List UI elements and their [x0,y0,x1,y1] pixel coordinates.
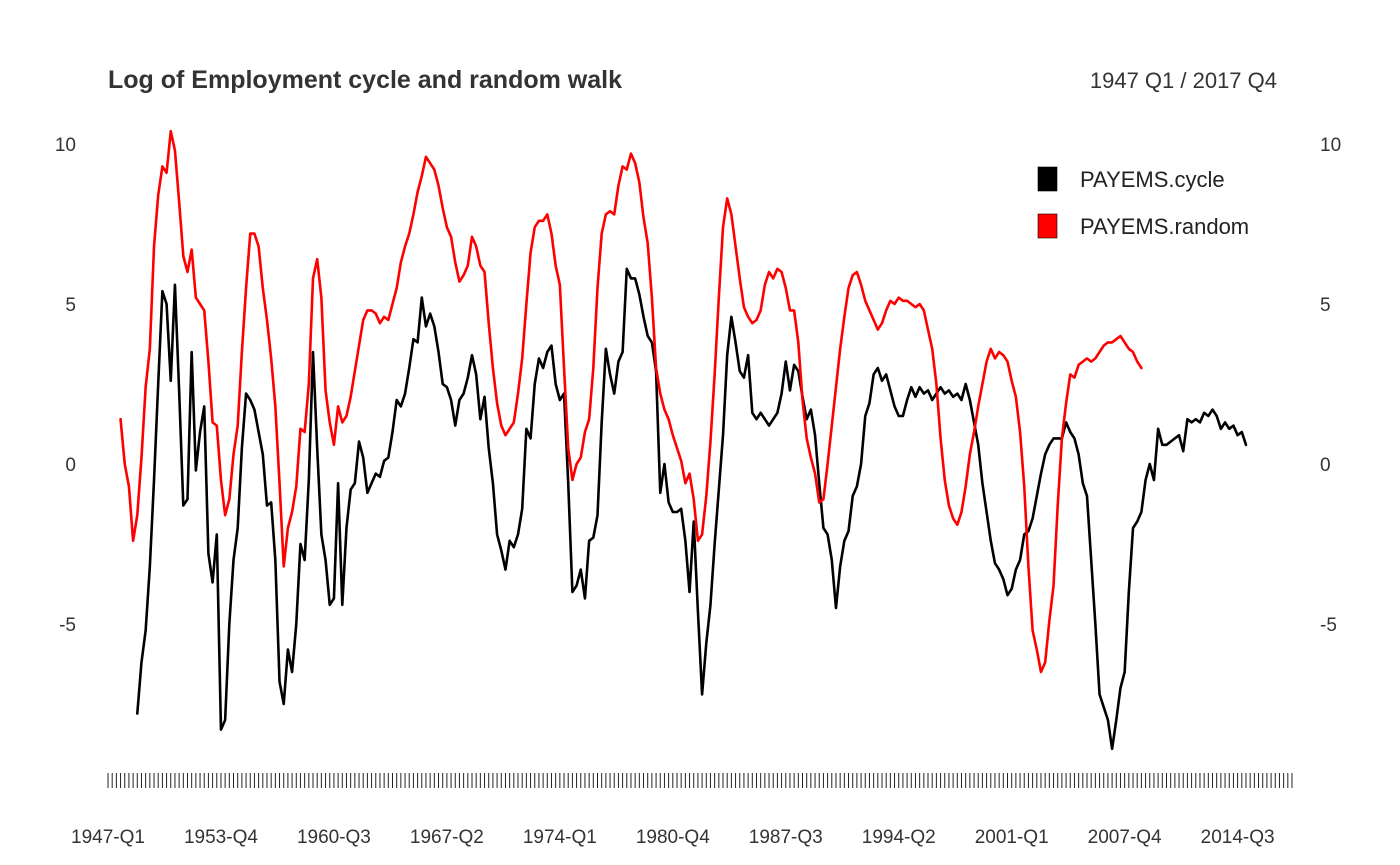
x-tick-label: 1994-Q2 [862,827,936,848]
x-tick-label: 1980-Q4 [636,827,710,848]
chart-title: Log of Employment cycle and random walk [108,66,622,94]
y-tick-label-left: -5 [59,615,76,636]
y-tick-label-right: 5 [1320,295,1331,316]
x-tick-label: 2014-Q3 [1201,827,1275,848]
y-tick-label-right: 0 [1320,455,1331,476]
x-tick-label: 2001-Q1 [975,827,1049,848]
legend: PAYEMS.cycle PAYEMS.random [1037,166,1249,239]
x-axis-labels: 1947-Q1 1953-Q4 1960-Q3 1967-Q2 1974-Q1 1980-… [71,827,1275,848]
plot-area [119,129,1248,751]
y-tick-label-right: -5 [1320,615,1337,636]
y-tick-label-left: 10 [55,135,76,156]
x-tick-label: 1953-Q4 [184,827,258,848]
x-tick-label: 1960-Q3 [297,827,371,848]
x-tick-label: 1974-Q1 [523,827,597,848]
legend-label: PAYEMS.random [1080,214,1249,239]
legend-swatch [1037,213,1058,239]
x-tick-label: 2007-Q4 [1088,827,1162,848]
series-line-payems-random [119,129,1143,674]
x-axis-ticks [107,773,1293,788]
y-axis-right: -5 0 5 10 [1320,135,1341,636]
date-range-label: 1947 Q1 / 2017 Q4 [1090,68,1277,93]
x-tick-label: 1947-Q1 [71,827,145,848]
legend-label: PAYEMS.cycle [1080,167,1225,192]
legend-swatch [1037,166,1058,192]
y-tick-label-left: 5 [65,295,76,316]
y-tick-label-right: 10 [1320,135,1341,156]
y-tick-label-left: 0 [65,455,76,476]
x-tick-label: 1967-Q2 [410,827,484,848]
y-axis-left: -5 0 5 10 [55,135,76,636]
x-tick-label: 1987-Q3 [749,827,823,848]
